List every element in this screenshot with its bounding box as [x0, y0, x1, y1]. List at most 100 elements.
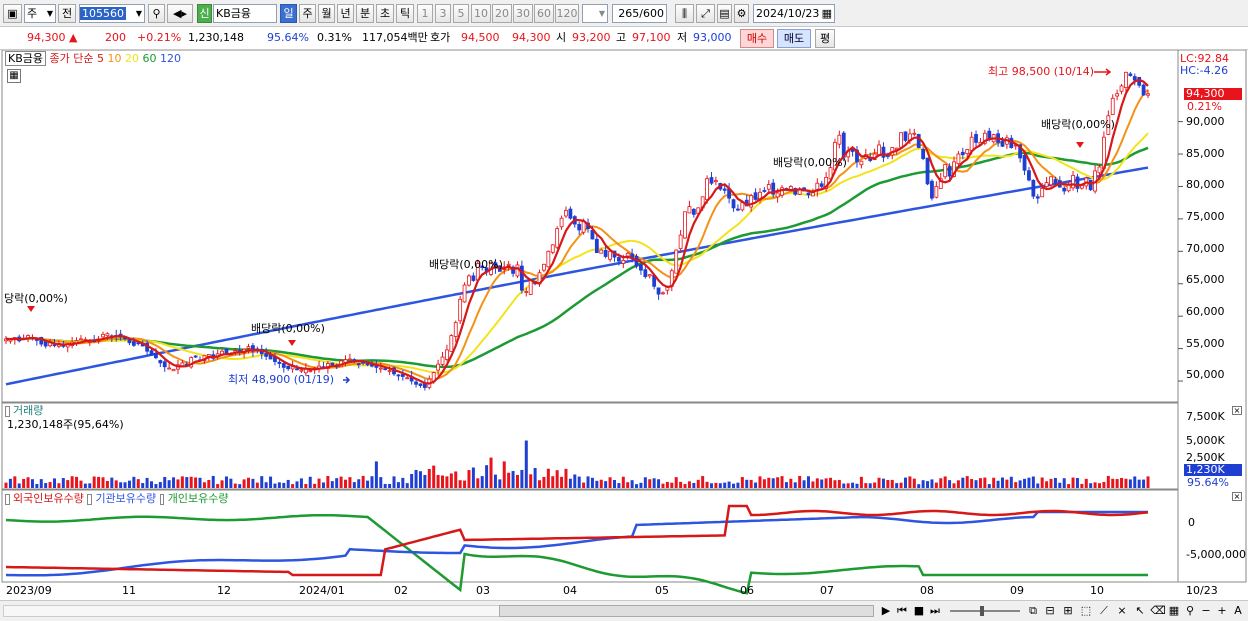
search-icon[interactable]: ⚲	[148, 4, 165, 23]
font-icon[interactable]: A	[1234, 604, 1242, 617]
period-tick[interactable]: 틱	[396, 4, 414, 23]
count-field[interactable]: 265/600	[612, 4, 667, 23]
gear-icon[interactable]: ⚙	[734, 4, 749, 23]
table-icon[interactable]: ▦	[7, 69, 21, 83]
trend-icon[interactable]: ⟋	[1100, 604, 1108, 617]
candle-body	[193, 355, 198, 358]
num-20[interactable]: 20	[492, 4, 512, 23]
legend-institution[interactable]: 기관보유수량	[95, 492, 157, 505]
num-60[interactable]: 60	[534, 4, 554, 23]
ma5-line	[5, 78, 1149, 385]
eval-button[interactable]: 평	[815, 29, 835, 48]
grid-layer	[1, 50, 1247, 583]
volume-bar	[57, 483, 61, 488]
num-3[interactable]: 3	[435, 4, 451, 23]
volume-bar	[1005, 479, 1009, 488]
calendar-icon[interactable]: ▦	[821, 7, 832, 20]
holders-close-icon[interactable]: ×	[1232, 492, 1242, 501]
dividend-arrow	[1076, 142, 1084, 148]
candle-body	[934, 186, 939, 198]
zoom-slider[interactable]	[950, 606, 1020, 616]
num-120[interactable]: 120	[555, 4, 579, 23]
draw-icon[interactable]: ⬚	[1080, 604, 1092, 617]
volume-close-icon[interactable]: ×	[1232, 406, 1242, 415]
split-icon[interactable]: ⊞	[1063, 604, 1073, 617]
legend-individual[interactable]: 개인보유수량	[167, 492, 229, 505]
num-30[interactable]: 30	[513, 4, 533, 23]
prev-button[interactable]: 전	[58, 4, 76, 23]
period-day[interactable]: 일	[280, 4, 297, 23]
erase-icon[interactable]: ⌫	[1150, 604, 1166, 617]
volume-bar	[934, 482, 938, 488]
volume-bar	[851, 482, 855, 488]
num-5[interactable]: 5	[453, 4, 469, 23]
legend-ma10[interactable]: 10	[107, 52, 122, 65]
num-1[interactable]: 1	[417, 4, 433, 23]
first-icon[interactable]: ⏮	[897, 604, 907, 617]
candle-body	[749, 195, 754, 208]
volume-bar	[1071, 477, 1075, 488]
grid-icon[interactable]: ▦	[1168, 604, 1180, 617]
scroll-thumb[interactable]	[499, 605, 874, 617]
volume-bar	[965, 476, 969, 488]
volume-bar	[39, 479, 43, 488]
volume-bar	[255, 482, 259, 488]
period-minute[interactable]: 분	[356, 4, 374, 23]
period-second[interactable]: 초	[376, 4, 394, 23]
date-field[interactable]: 2024/10/23 ▦	[753, 4, 835, 23]
period-week[interactable]: 주	[299, 4, 316, 23]
candle-body	[1018, 144, 1023, 159]
crosshair-icon[interactable]: ⤢	[696, 4, 715, 23]
volume-bar	[903, 477, 907, 488]
plus-icon[interactable]: +	[1217, 604, 1227, 617]
volume-value: 1,230,148	[188, 31, 244, 44]
stock-code-input[interactable]: 105560 ▼	[79, 4, 145, 23]
legend-stock[interactable]: KB금융	[5, 51, 46, 66]
volume-bar	[1036, 483, 1040, 488]
chart-menu-icon[interactable]: ▣	[3, 4, 22, 23]
volume-bar	[299, 478, 303, 488]
legend-ma60[interactable]: 60	[142, 52, 157, 65]
interval-select[interactable]: ▼	[582, 4, 608, 23]
volume-bar	[701, 476, 705, 488]
stock-chart-area[interactable]: KB금융 종가 단순 5 10 20 60 120 ▦ 당락(0,00%) 배당…	[0, 50, 1248, 603]
legend-ma20[interactable]: 20	[124, 52, 139, 65]
sell-button[interactable]: 매도	[777, 29, 811, 48]
candle-body	[639, 264, 643, 271]
low-label: 저	[677, 31, 688, 44]
volume-bar	[1120, 477, 1124, 488]
stock-name-field[interactable]: KB금융	[213, 4, 277, 23]
volume-bar	[648, 479, 652, 488]
zoom-box-icon[interactable]: ⧉	[1029, 604, 1037, 617]
last-icon[interactable]: ⏭	[930, 604, 940, 617]
type-select[interactable]: 주 ▼	[24, 4, 56, 23]
candle-body	[1124, 71, 1128, 88]
volume-bar	[436, 474, 440, 488]
candle-icon[interactable]: ⫼	[675, 4, 694, 23]
ptick-85000: 85,000	[1186, 147, 1225, 160]
cross-icon[interactable]: ⨯	[1117, 604, 1127, 617]
volume-bar	[35, 483, 39, 488]
legend-ma120[interactable]: 120	[159, 52, 181, 65]
htick-5m: -5,000,000	[1186, 548, 1246, 561]
legend-foreign[interactable]: 외국인보유수량	[13, 492, 84, 505]
cursor-icon[interactable]: ↖	[1135, 604, 1145, 617]
volume-bar	[176, 479, 180, 488]
buy-button[interactable]: 매수	[740, 29, 774, 48]
period-year[interactable]: 년	[337, 4, 354, 23]
scroll-right-icon[interactable]: ▶	[881, 604, 891, 617]
legend-ma5[interactable]: 5	[96, 52, 104, 65]
annotation-marks	[27, 68, 1112, 384]
minus-icon[interactable]: −	[1201, 604, 1211, 617]
zoom-icon[interactable]: ⚲	[1185, 604, 1195, 617]
candle-body	[621, 259, 626, 264]
layout-icon[interactable]: ⊟	[1045, 604, 1055, 617]
num-10[interactable]: 10	[471, 4, 491, 23]
sound-icon[interactable]: ◀▸	[167, 4, 193, 23]
horizontal-scrollbar[interactable]	[3, 605, 874, 617]
save-icon[interactable]: ▤	[717, 4, 732, 23]
stop-icon[interactable]: ■	[913, 604, 925, 617]
volume-bar	[820, 479, 824, 488]
period-month[interactable]: 월	[318, 4, 335, 23]
price-chart-svg[interactable]	[0, 50, 1248, 603]
